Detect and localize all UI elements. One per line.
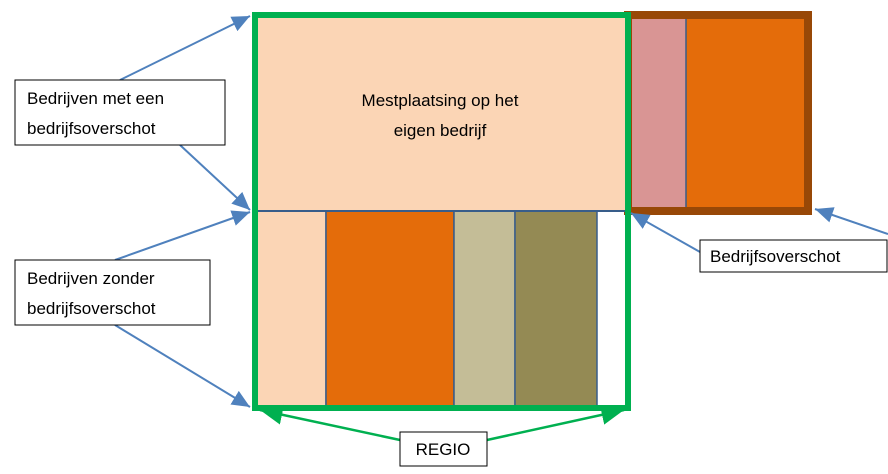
label: Bedrijven met een: [27, 89, 164, 108]
own-farm-area: [255, 15, 628, 211]
label-box: [14, 79, 226, 146]
region-border: [252, 12, 631, 411]
strip: [254, 210, 327, 409]
strip: [325, 210, 455, 409]
strip: [514, 210, 598, 409]
label: bedrijfsoverschot: [27, 299, 156, 318]
label-box: [14, 259, 211, 326]
label: REGIO: [416, 440, 471, 459]
label: bedrijfsoverschot: [27, 119, 156, 138]
label: Bedrijven zonder: [27, 269, 155, 288]
center-text: eigen bedrijf: [394, 121, 487, 140]
label-box: [699, 239, 888, 273]
region-arrows: [259, 404, 625, 442]
center-text: Mestplaatsing op het: [362, 91, 519, 110]
strip: [453, 210, 516, 409]
surplus-strip: [627, 14, 687, 212]
arrows: [114, 15, 888, 408]
label-box: [399, 431, 488, 467]
label: Bedrijfsoverschot: [710, 247, 841, 266]
